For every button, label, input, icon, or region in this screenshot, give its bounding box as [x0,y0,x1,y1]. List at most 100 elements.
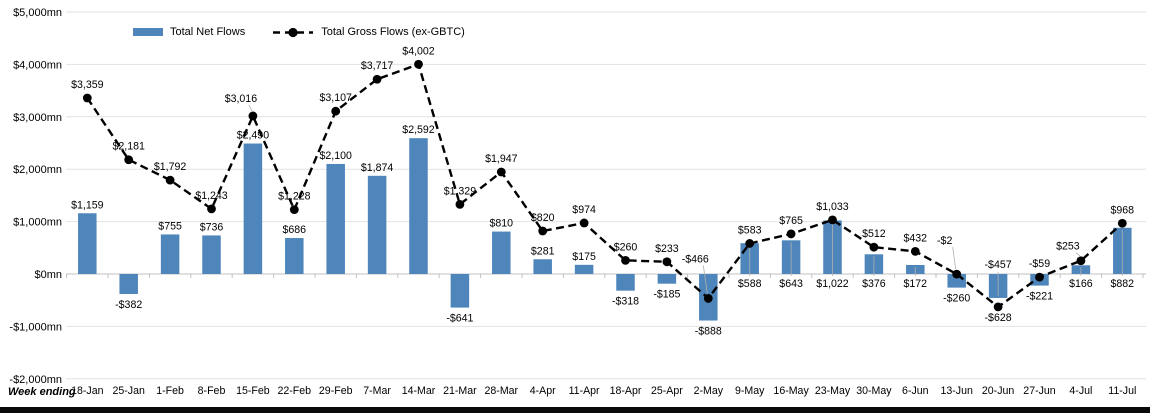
y-axis-label: -$2,000mn [9,374,62,386]
line-point [289,205,299,215]
bar-total-net-flows [367,175,387,274]
bar-data-label: -$260 [943,293,970,305]
bar-total-net-flows [326,163,345,274]
bar-data-label: $2,100 [319,150,352,162]
line-point [82,93,92,103]
line-point [993,302,1003,312]
line-data-label: $1,792 [154,161,187,173]
line-point [455,199,465,209]
bar-data-label: $1,159 [71,199,104,211]
bar-total-net-flows [160,234,180,274]
bar-data-label: -$888 [695,326,722,338]
bar-data-label: $1,022 [816,278,849,290]
line-point [662,257,672,267]
bar-data-label: $2,490 [237,130,270,142]
line-point [124,155,134,165]
bar-data-label: $755 [158,220,182,232]
bar-total-net-flows [492,231,511,274]
line-point [207,204,216,214]
bottom-border [0,407,1150,413]
line-point [248,111,258,121]
x-axis-label: 18-Apr [610,385,642,397]
y-axis-label: $1,000mn [13,217,62,229]
bar-data-label: $882 [1111,278,1135,290]
bar-data-label: -$185 [653,289,680,301]
x-axis-label: 4-Apr [530,385,556,397]
x-axis-label: 18-Jan [71,385,103,397]
x-axis-label: 1-Feb [156,385,184,397]
x-axis-label: 6-Jun [902,385,929,397]
line-data-label: $968 [1111,204,1135,216]
bar-total-net-flows [616,274,635,291]
y-axis-label: -$1,000mn [9,321,62,333]
line-data-label: $2,181 [112,141,145,153]
net-flows-legend-label: Total Net Flows [170,26,246,38]
chart-legend: Total Net Flows Total Gross Flows (ex-GB… [133,26,465,38]
line-data-label: $253 [1056,241,1080,253]
bar-total-net-flows [409,138,428,274]
bar-total-net-flows [78,213,97,274]
x-axis-label: 9-May [735,385,765,397]
bar-data-label: -$382 [115,299,142,311]
line-data-label: $765 [779,215,803,227]
x-axis-label: 25-Jan [112,385,144,397]
line-point [910,246,920,256]
line-data-label: $432 [904,232,928,244]
line-point [579,218,589,228]
line-point [828,215,837,225]
line-data-label: $1,228 [278,191,311,203]
line-data-label: $3,107 [319,92,352,104]
gross-flows-line [86,62,1124,309]
line-point [1076,256,1086,266]
bar-data-label: $172 [904,278,928,290]
gross-flows-legend-label: Total Gross Flows (ex-GBTC) [321,26,465,38]
line-data-label: $1,329 [444,185,477,197]
x-axis-label: 4-Jul [1069,385,1092,397]
x-axis-label: 30-May [856,385,892,397]
line-point [952,269,962,279]
line-data-label: $1,033 [816,201,849,213]
line-point [869,242,879,252]
bar-total-net-flows [285,238,304,274]
line-data-label: $1,243 [195,190,228,202]
y-axis-label: $3,000mn [13,112,62,124]
bar-data-label: -$457 [985,259,1012,271]
line-point [165,175,175,185]
bar-data-label: $736 [200,221,224,233]
bar-total-net-flows [450,274,470,308]
bar-data-label: $2,592 [402,124,435,136]
bar-data-label: $686 [283,224,307,236]
x-axis-label: 15-Feb [236,385,270,397]
line-point [621,255,630,265]
line-data-label: -$2 [937,235,952,247]
line-point [1035,272,1044,282]
bar-data-label: $1,874 [361,162,394,174]
bar-data-label: $810 [490,218,514,230]
y-axis-label: $4,000mn [13,59,62,71]
line-data-label: -$628 [985,312,1012,324]
line-point [414,59,423,69]
line-data-label: -$466 [682,253,709,265]
bar-data-label: $643 [779,278,803,290]
label-leader [952,247,957,270]
bar-data-label: -$641 [446,313,473,325]
line-data-label: $4,002 [402,45,435,57]
x-axis-label: 29-Feb [319,385,353,397]
line-point [496,167,506,177]
bar-total-net-flows [202,235,221,274]
line-point [703,294,713,303]
bar-data-label: $281 [531,245,555,257]
line-point [538,226,548,236]
bar-data-label: -$318 [612,296,639,308]
bar-total-net-flows [243,143,263,274]
x-axis-label: 20-Jun [982,385,1014,397]
line-data-label: $233 [655,243,679,255]
line-data-label: $260 [614,241,638,253]
label-leader [1075,252,1081,257]
x-axis-label: 7-Mar [363,385,391,397]
line-data-label: $3,016 [225,93,258,105]
line-point [331,106,341,116]
label-leader [248,104,253,112]
